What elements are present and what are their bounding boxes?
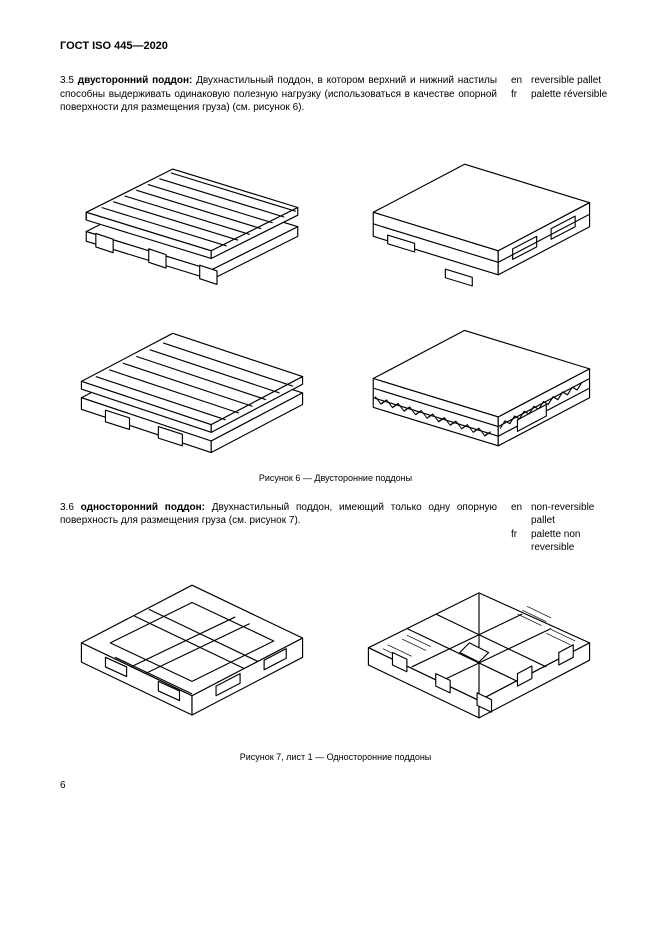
figure-6b <box>347 125 611 290</box>
lang-term: non-reversible pallet <box>531 501 611 528</box>
figure-7-caption: Рисунок 7, лист 1 — Односторонние поддон… <box>60 752 611 762</box>
page: ГОСТ ISO 445—2020 3.5 двусторонний поддо… <box>0 0 661 821</box>
figure-6c <box>60 296 324 461</box>
lang-term: palette non reversible <box>531 528 611 555</box>
definition-block-3-5: 3.5 двусторонний поддон: Двухнастильный … <box>60 74 611 115</box>
figure-7a <box>60 565 324 740</box>
lang-row-fr: fr palette réversible <box>511 88 611 102</box>
page-number: 6 <box>60 780 611 791</box>
definition-text: 3.6 односторонний поддон: Двухнастильный… <box>60 501 511 555</box>
lang-term: palette réversible <box>531 88 611 102</box>
definition-number: 3.6 <box>60 502 74 513</box>
lang-code: en <box>511 74 531 88</box>
definition-term: односторонний поддон: <box>81 502 205 513</box>
document-header: ГОСТ ISO 445—2020 <box>60 40 611 52</box>
definition-block-3-6: 3.6 односторонний поддон: Двухнастильный… <box>60 501 611 555</box>
definition-translations: en non-reversible pallet fr palette non … <box>511 501 611 555</box>
lang-row-en: en reversible pallet <box>511 74 611 88</box>
definition-translations: en reversible pallet fr palette réversib… <box>511 74 611 115</box>
lang-code: fr <box>511 528 531 555</box>
lang-row-fr: fr palette non reversible <box>511 528 611 555</box>
definition-term: двусторонний поддон: <box>78 75 193 86</box>
figure-6a <box>60 125 324 290</box>
lang-term: reversible pallet <box>531 74 611 88</box>
figure-6d <box>347 296 611 461</box>
figure-7-grid <box>60 565 611 746</box>
lang-code: fr <box>511 88 531 102</box>
definition-text: 3.5 двусторонний поддон: Двухнастильный … <box>60 74 511 115</box>
lang-code: en <box>511 501 531 528</box>
figure-6-caption: Рисунок 6 — Двусторонние поддоны <box>60 473 611 483</box>
definition-number: 3.5 <box>60 75 74 86</box>
lang-row-en: en non-reversible pallet <box>511 501 611 528</box>
figure-7b <box>347 565 611 740</box>
figure-6-grid <box>60 125 611 467</box>
